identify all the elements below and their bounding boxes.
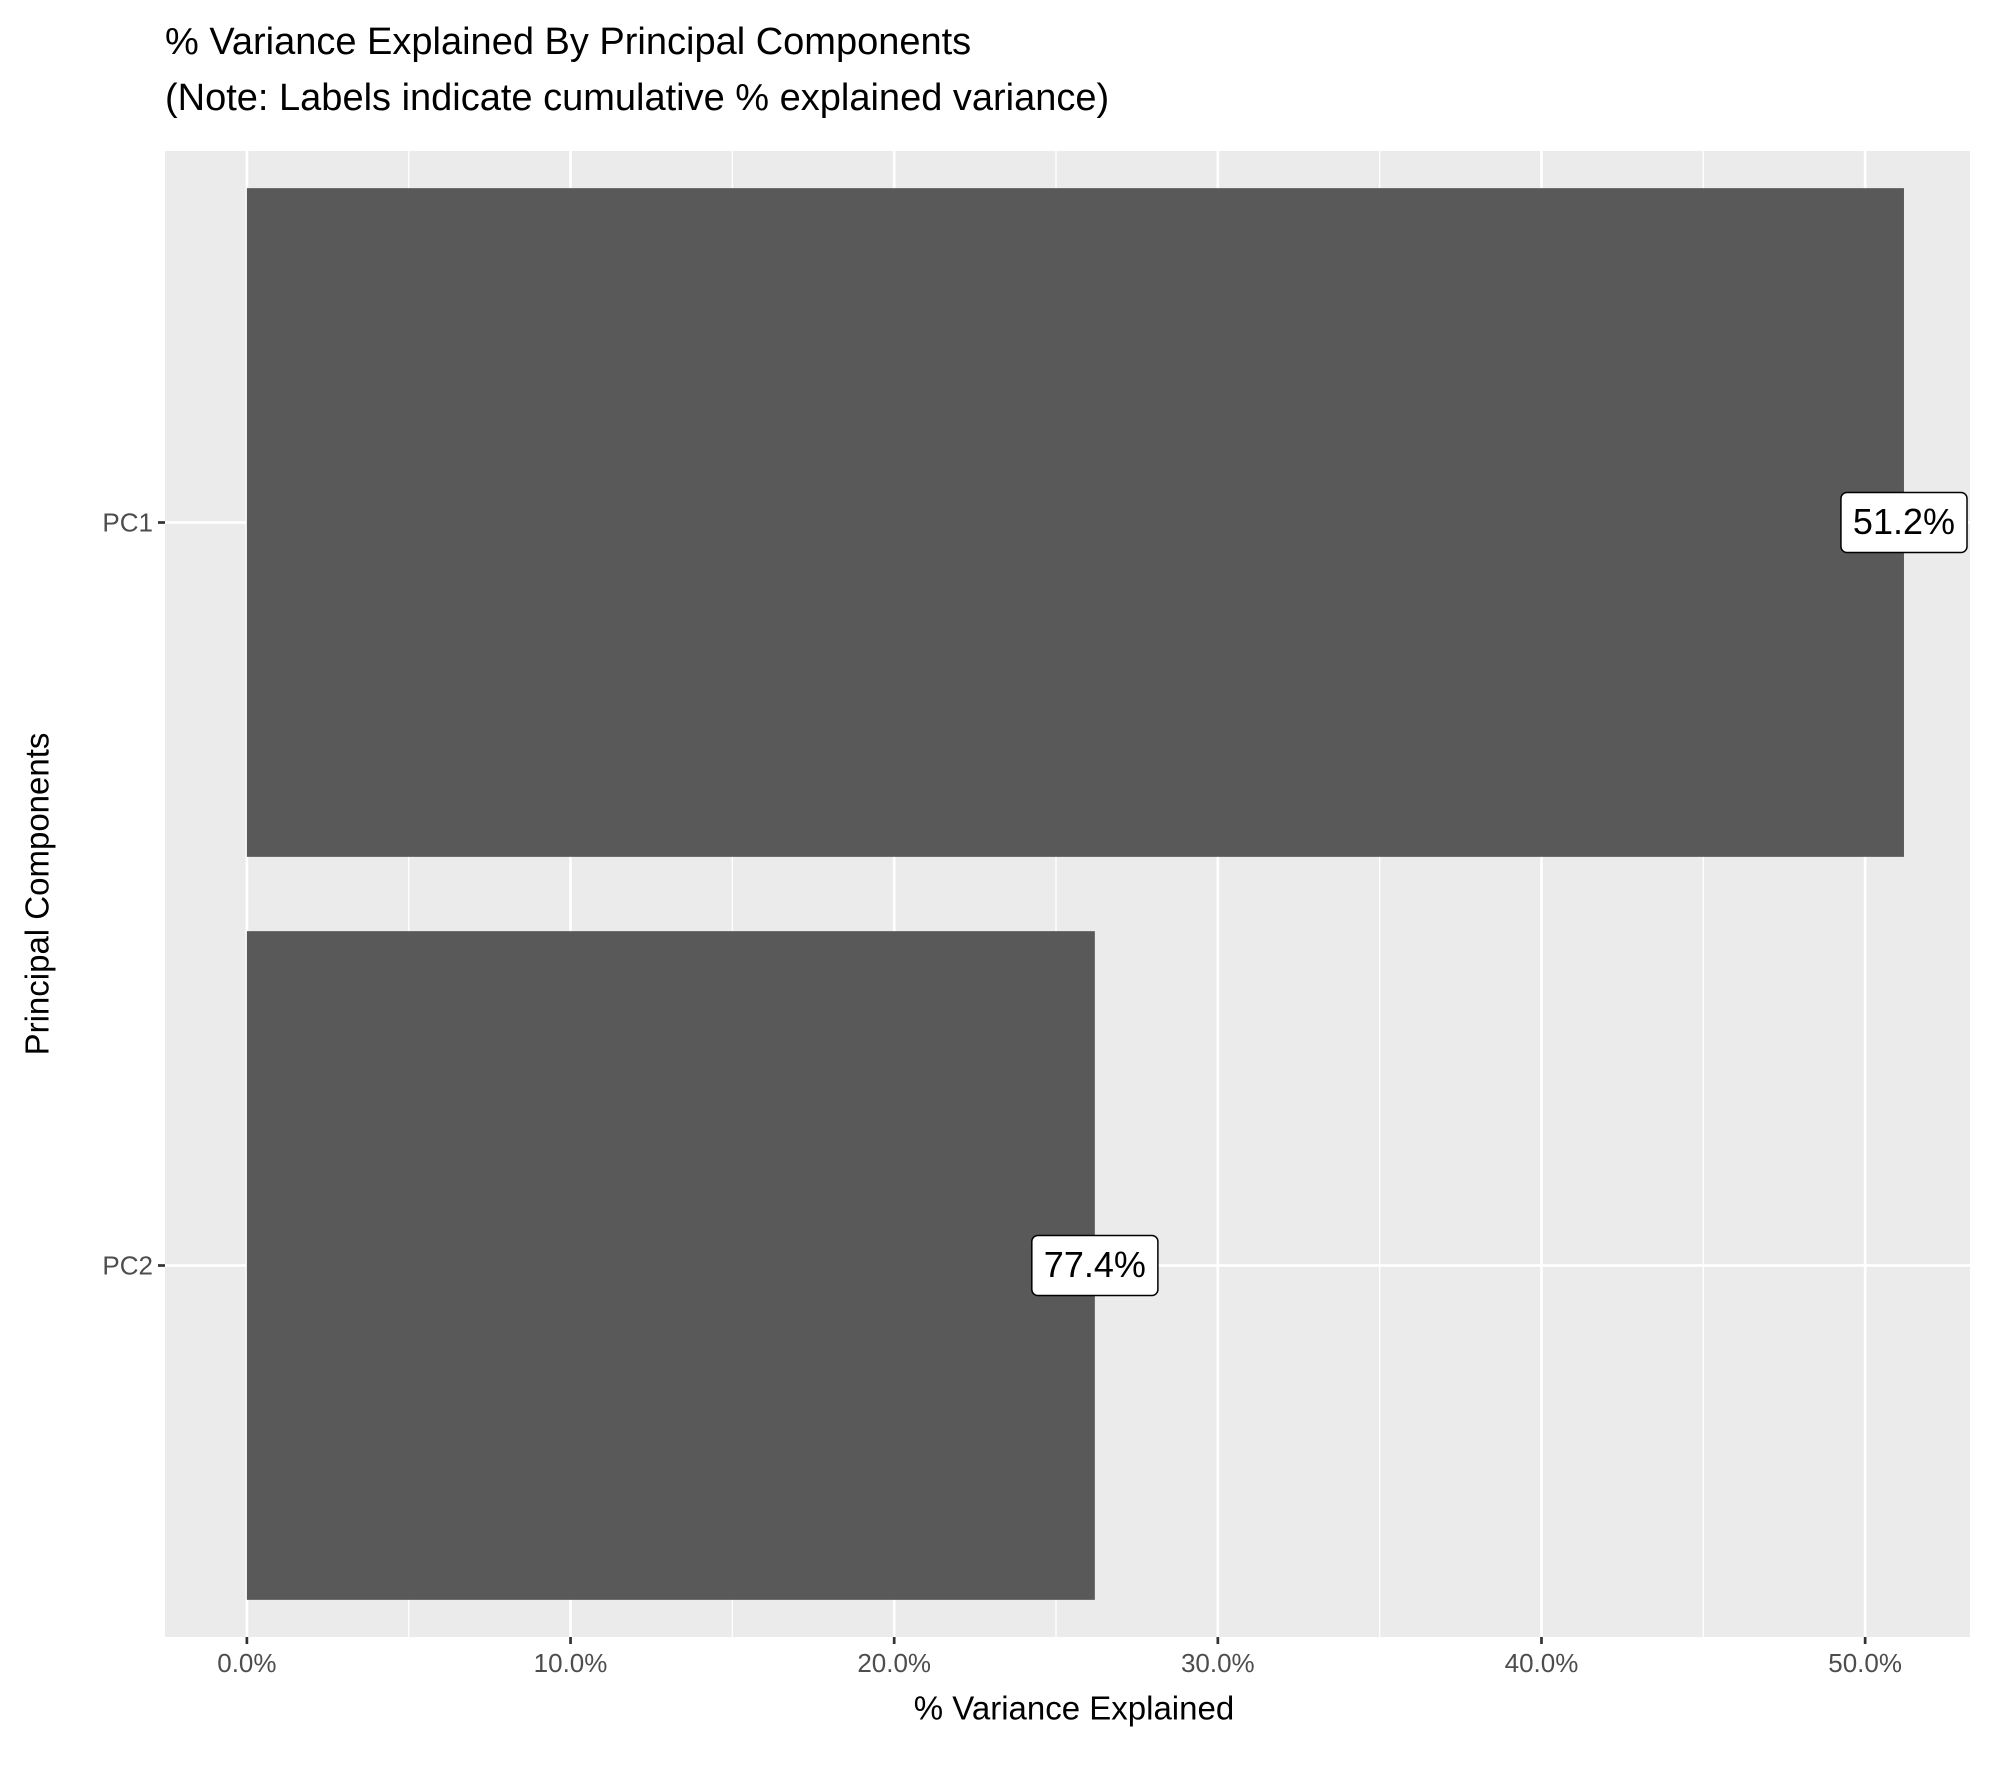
x-tick-label: 50.0%: [1828, 1648, 1902, 1678]
bar: [246, 931, 1095, 1600]
bar: [246, 188, 1904, 857]
x-tick-label: 0.0%: [217, 1648, 276, 1678]
x-tick-label: 20.0%: [857, 1648, 931, 1678]
chart-subtitle: (Note: Labels indicate cumulative % expl…: [165, 77, 1109, 119]
data-label-box: [1031, 1234, 1159, 1297]
y-tick-label: PC2: [102, 1250, 153, 1280]
chart-title: % Variance Explained By Principal Compon…: [165, 21, 971, 63]
data-label: 77.4%: [1044, 1244, 1146, 1285]
x-tick-label: 40.0%: [1505, 1648, 1579, 1678]
x-tick-label: 30.0%: [1181, 1648, 1255, 1678]
y-tick-label: PC1: [102, 507, 153, 537]
x-axis-title: % Variance Explained: [914, 1690, 1234, 1727]
x-tick-label: 10.0%: [534, 1648, 608, 1678]
y-axis-title: Principal Components: [19, 733, 56, 1056]
data-label: 51.2%: [1853, 501, 1955, 542]
data-label-box: [1840, 491, 1968, 554]
